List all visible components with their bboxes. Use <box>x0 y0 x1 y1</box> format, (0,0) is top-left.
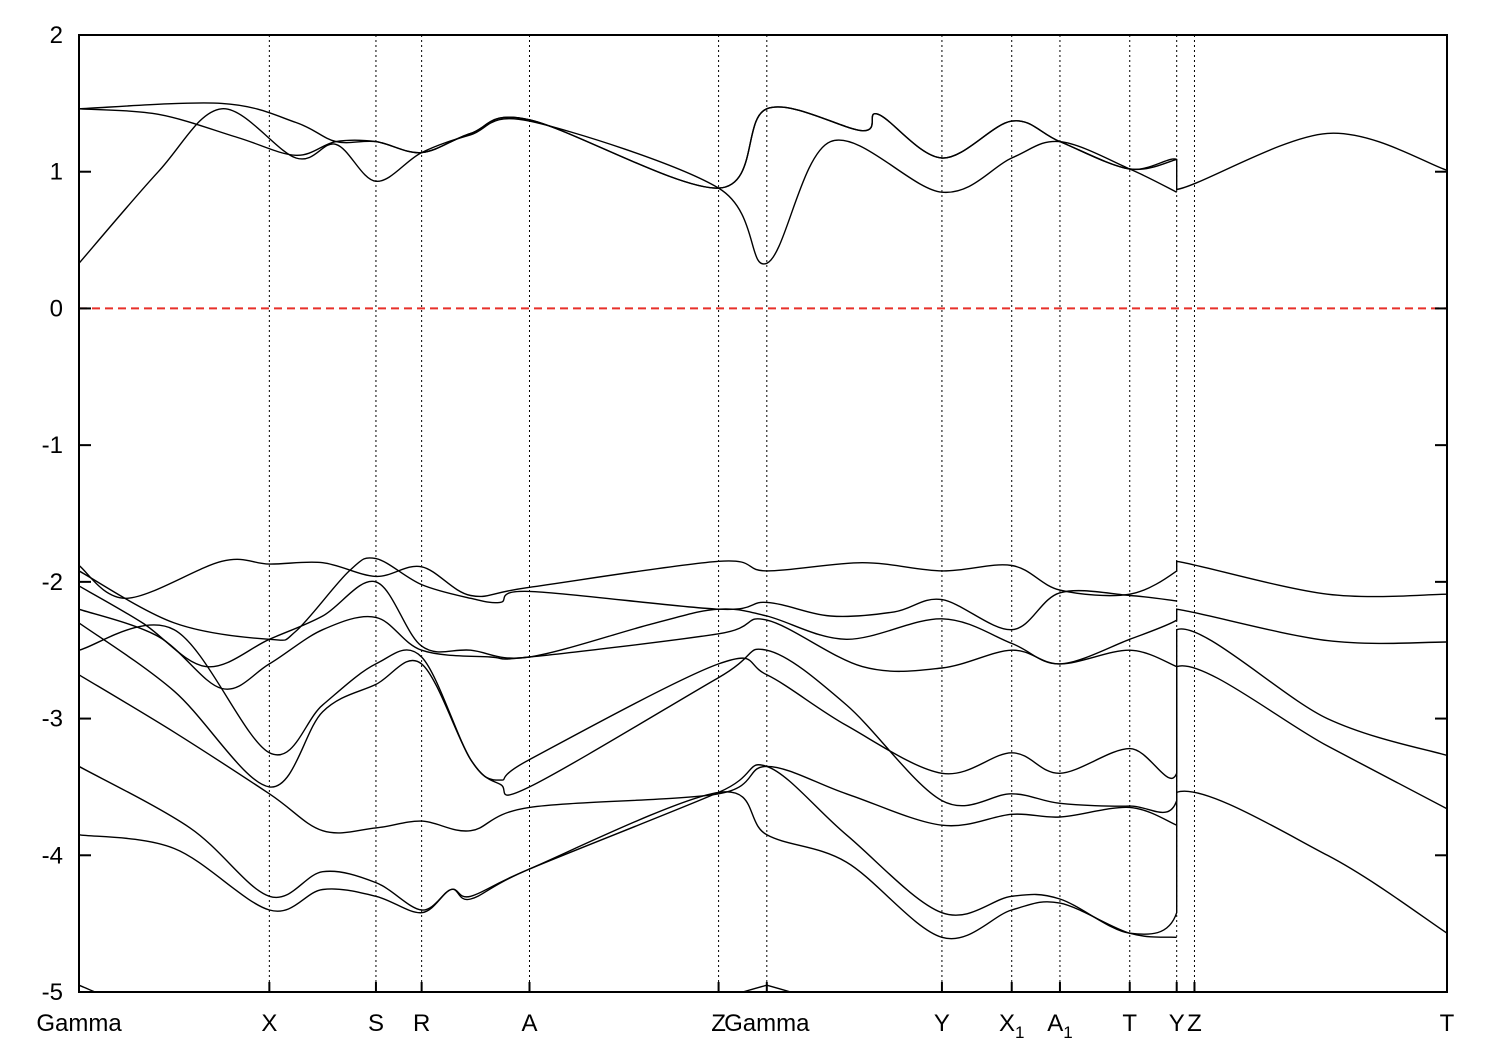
x-tick-label: Gamma <box>724 1010 810 1037</box>
x-tick-label: T <box>1440 1010 1455 1037</box>
band-line-4 <box>79 557 1177 641</box>
x-tick-label: Gamma <box>36 1010 122 1037</box>
x-tick-label: A <box>521 1010 537 1037</box>
y-tick-label: 2 <box>50 22 63 49</box>
band-line-2 <box>79 108 1178 265</box>
band-line-3 <box>79 558 1447 600</box>
band-line-0 <box>79 106 1447 191</box>
y-tick-label: -3 <box>42 706 63 733</box>
x-tick-label: X1 <box>999 1010 1024 1042</box>
x-tick-label: S <box>368 1010 384 1037</box>
band-line-8 <box>79 622 1447 813</box>
x-tick-label: Z <box>711 1010 726 1037</box>
band-line-7 <box>79 624 1447 781</box>
y-tick-label: -1 <box>42 432 63 459</box>
y-tick-label: -4 <box>42 842 63 869</box>
band-line-11 <box>79 791 1177 940</box>
x-tick-label: R <box>413 1010 430 1037</box>
band-line-6 <box>79 608 1177 690</box>
y-tick-label: -5 <box>42 979 63 1006</box>
band-line-5 <box>79 580 1447 668</box>
x-tick-label: Z <box>1187 1010 1202 1037</box>
band-line-12 <box>79 984 96 992</box>
y-tick-label: 0 <box>50 295 63 322</box>
y-tick-label: 1 <box>50 159 63 186</box>
x-tick-label: Y <box>934 1010 950 1037</box>
high-symmetry-gridlines <box>268 35 1195 992</box>
plot-frame <box>78 34 1448 993</box>
band-line-14 <box>766 984 791 992</box>
x-tick-label: X <box>261 1010 277 1037</box>
band-line-10 <box>79 764 1447 935</box>
band-line-9 <box>79 674 1177 834</box>
x-tick-label: Y <box>1169 1010 1185 1037</box>
band-line-13 <box>742 984 767 992</box>
bands-group <box>79 102 1447 992</box>
y-tick-label: -2 <box>42 569 63 596</box>
x-tick-label: A1 <box>1047 1010 1072 1042</box>
x-tick-label: T <box>1122 1010 1137 1037</box>
y-axis: -5 -4 -3 -2 -1 0 1 2 <box>42 22 1447 1006</box>
